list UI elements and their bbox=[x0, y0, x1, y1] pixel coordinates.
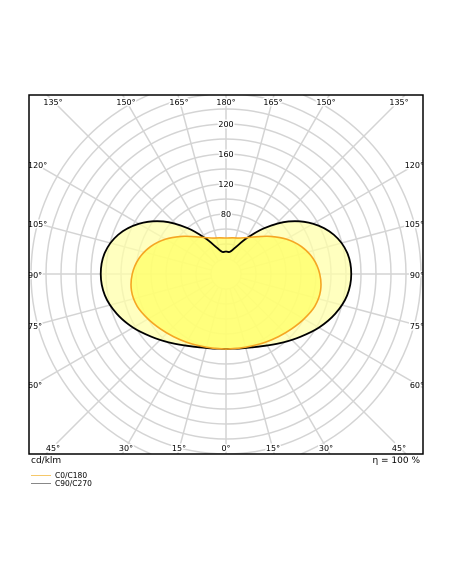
axis-labels: 80 120 160 200 135° 150° 165° 180° 165° 150° 135° 4… bbox=[27, 97, 426, 455]
legend-label-c0: C0/C180 bbox=[55, 471, 88, 480]
angle-label-bottom: 45° bbox=[46, 444, 60, 453]
legend-item-c0: C0/C180 bbox=[31, 471, 87, 480]
legend-swatch-c0 bbox=[31, 475, 51, 476]
grid-spoke bbox=[232, 95, 331, 262]
angle-label-left: 60° bbox=[28, 381, 42, 390]
angle-label-bottom: 0° bbox=[221, 444, 230, 453]
angle-label-top: 135° bbox=[43, 98, 62, 107]
angle-label-right: 60° bbox=[410, 381, 424, 390]
angle-label-bottom: 45° bbox=[392, 444, 406, 453]
intensity-curves bbox=[99, 220, 353, 350]
grid-spoke bbox=[229, 95, 275, 260]
angle-label-left: 120° bbox=[28, 161, 47, 170]
angle-label-top: 150° bbox=[116, 98, 135, 107]
curve-line-c0 bbox=[130, 235, 322, 350]
units-label: cd/klm bbox=[31, 456, 62, 466]
plot-frame bbox=[28, 94, 424, 455]
angle-label-top: 165° bbox=[169, 98, 188, 107]
angle-label-bottom: 30° bbox=[319, 444, 333, 453]
curve-fill-c0 bbox=[131, 236, 321, 350]
angle-label-right: 105° bbox=[405, 220, 424, 229]
angle-label-top: 180° bbox=[216, 98, 235, 107]
legend-label-c90: C90/C270 bbox=[55, 479, 92, 488]
angle-label-right: 75° bbox=[410, 322, 424, 331]
angle-label-left: 75° bbox=[28, 322, 42, 331]
grid-spoke bbox=[177, 95, 223, 260]
angle-label-top: 150° bbox=[316, 98, 335, 107]
radial-tick-label: 80 bbox=[221, 210, 231, 219]
angle-label-left: 105° bbox=[28, 220, 47, 229]
curve-line-c90 bbox=[99, 220, 353, 350]
radial-tick-label: 160 bbox=[218, 150, 233, 159]
angle-label-right: 120° bbox=[405, 161, 424, 170]
angle-label-left: 90° bbox=[28, 271, 42, 280]
legend-swatch-c90 bbox=[31, 483, 51, 484]
angle-label-right: 90° bbox=[410, 271, 424, 280]
radial-tick-label: 120 bbox=[218, 180, 233, 189]
legend-item-c90: C90/C270 bbox=[31, 479, 92, 488]
efficiency-label: η = 100 % bbox=[372, 456, 420, 466]
angle-label-bottom: 15° bbox=[172, 444, 186, 453]
angle-label-top: 135° bbox=[389, 98, 408, 107]
angle-label-bottom: 15° bbox=[266, 444, 280, 453]
angle-label-bottom: 30° bbox=[119, 444, 133, 453]
radial-tick-label: 200 bbox=[218, 120, 233, 129]
grid-spoke bbox=[121, 95, 220, 262]
angle-label-top: 165° bbox=[263, 98, 282, 107]
